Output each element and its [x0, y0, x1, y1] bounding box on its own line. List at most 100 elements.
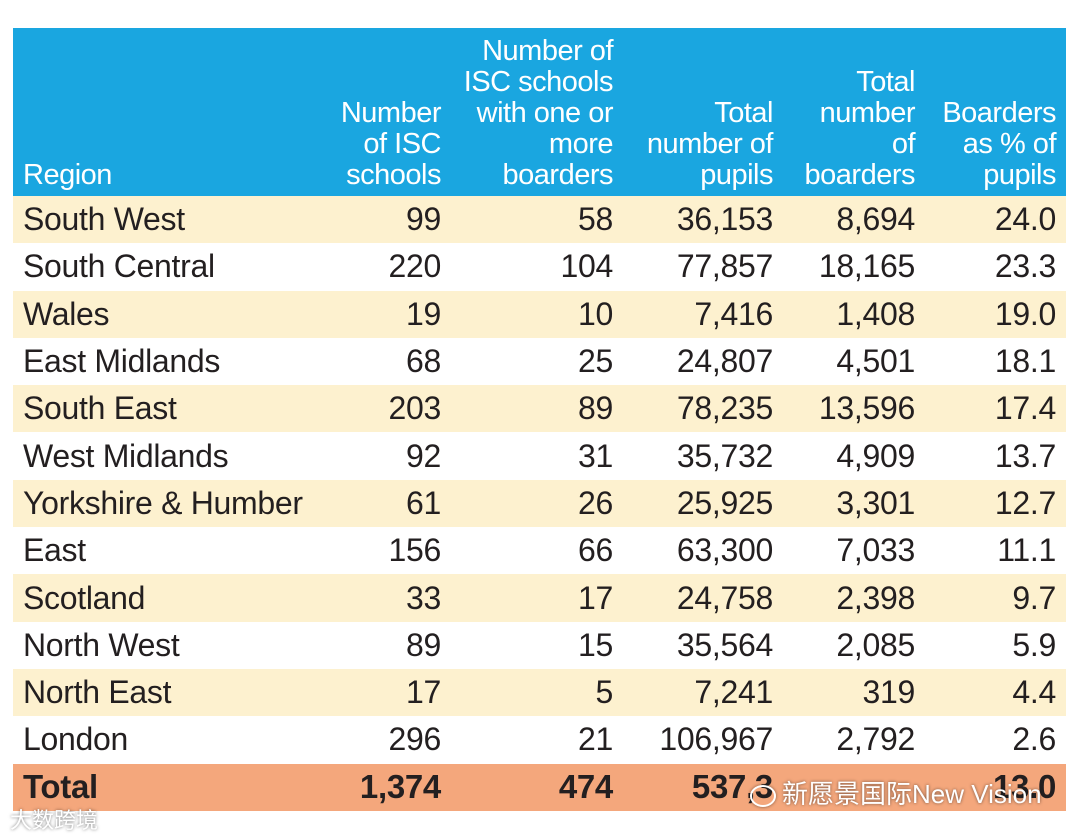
cell-total-boarders: 7,033 — [836, 532, 915, 569]
cell-isc-schools: 92 — [406, 437, 441, 474]
cell-isc-schools: 19 — [313, 290, 451, 338]
header-isc-schools: Number of ISC schools — [313, 28, 451, 196]
cell-total-pupils: 7,241 — [623, 668, 783, 717]
header-total-boarders: Total number of boarders — [783, 28, 925, 196]
cell-total-pupils: 36,153 — [623, 196, 783, 244]
table-header-row: Region Number of ISC schools Number of I… — [13, 28, 1066, 196]
cell-schools-with-boarders: 25 — [578, 343, 613, 380]
cell-schools-with-boarders: 17 — [451, 574, 623, 622]
cell-total-boarders: 13,596 — [783, 385, 925, 433]
cell-total-pupils: 78,235 — [623, 385, 783, 433]
total-isc-schools: 1,374 — [313, 763, 451, 811]
cell-region: Yorkshire & Humber — [13, 479, 313, 528]
cell-region: North West — [23, 626, 180, 663]
isc-regions-table: Region Number of ISC schools Number of I… — [13, 28, 1066, 811]
watermark-new-vision-text: 新愿景国际New Vision — [782, 779, 1042, 809]
cell-boarders-percent: 17.4 — [925, 385, 1066, 433]
cell-total-pupils: 77,857 — [676, 248, 773, 285]
cell-boarders-percent: 18.1 — [994, 343, 1056, 380]
cell-isc-schools: 156 — [388, 532, 442, 569]
cell-isc-schools: 99 — [313, 196, 451, 244]
cell-total-boarders: 4,501 — [836, 343, 915, 380]
cell-total-boarders: 18,165 — [818, 248, 915, 285]
cell-isc-schools: 220 — [388, 248, 442, 285]
cell-total-pupils: 35,732 — [676, 437, 773, 474]
cell-isc-schools: 89 — [406, 626, 441, 663]
table-row: South East 203 89 78,235 13,596 17.4 — [13, 385, 1066, 433]
cell-region: North East — [13, 668, 313, 717]
cell-schools-with-boarders: 5 — [451, 668, 623, 717]
cell-schools-with-boarders: 58 — [451, 196, 623, 244]
cell-schools-with-boarders: 66 — [578, 532, 613, 569]
cell-region: Wales — [13, 290, 313, 338]
cell-boarders-percent: 24.0 — [925, 196, 1066, 244]
cell-region: London — [23, 721, 128, 758]
cell-total-pupils: 106,967 — [659, 721, 773, 758]
table-row: Wales 19 10 7,416 1,408 19.0 — [13, 290, 1066, 338]
cell-schools-with-boarders: 89 — [451, 385, 623, 433]
cell-total-boarders: 8,694 — [783, 196, 925, 244]
cell-boarders-percent: 9.7 — [925, 574, 1066, 622]
cell-schools-with-boarders: 26 — [451, 479, 623, 528]
total-label: Total — [13, 763, 313, 811]
table-row: South Central 220 104 77,857 18,165 23.3 — [13, 243, 1066, 290]
cell-region: East Midlands — [23, 343, 221, 380]
cell-schools-with-boarders: 10 — [451, 290, 623, 338]
cell-region: Scotland — [13, 574, 313, 622]
header-schools-with-boarders: Number of ISC schools with one or more b… — [451, 28, 623, 196]
cell-total-pupils: 7,416 — [623, 290, 783, 338]
total-schools-with-boarders: 474 — [451, 763, 623, 811]
cell-total-boarders: 2,085 — [836, 626, 915, 663]
cell-total-pupils: 25,925 — [623, 479, 783, 528]
table-row: East 156 66 63,300 7,033 11.1 — [13, 527, 1066, 574]
cell-schools-with-boarders: 31 — [578, 437, 613, 474]
table-row: North West 89 15 35,564 2,085 5.9 — [13, 622, 1066, 669]
cell-boarders-percent: 13.7 — [994, 437, 1056, 474]
cell-isc-schools: 296 — [388, 721, 442, 758]
cell-region: West Midlands — [23, 437, 229, 474]
watermark-dashu-text: 大数跨境 — [10, 808, 99, 833]
cell-boarders-percent: 11.1 — [997, 532, 1056, 569]
cell-region: South Central — [23, 248, 215, 285]
header-region: Region — [13, 28, 313, 196]
total-boarders-percent: 13.0 — [925, 763, 1066, 811]
cell-region: South East — [13, 385, 313, 433]
cell-total-pupils: 24,807 — [676, 343, 773, 380]
cell-isc-schools: 61 — [313, 479, 451, 528]
cell-isc-schools: 17 — [313, 668, 451, 717]
total-boarders — [783, 763, 925, 811]
cell-total-boarders: 1,408 — [783, 290, 925, 338]
table-row: London 296 21 106,967 2,792 2.6 — [13, 716, 1066, 763]
cell-total-pupils: 35,564 — [676, 626, 773, 663]
cell-schools-with-boarders: 21 — [578, 721, 613, 758]
header-total-pupils: Total number of pupils — [623, 28, 783, 196]
table-row: Scotland 33 17 24,758 2,398 9.7 — [13, 574, 1066, 622]
cell-region: East — [23, 532, 86, 569]
cell-total-boarders: 3,301 — [783, 479, 925, 528]
cell-schools-with-boarders: 104 — [560, 248, 614, 285]
cell-total-pupils: 24,758 — [623, 574, 783, 622]
cell-boarders-percent: 19.0 — [925, 290, 1066, 338]
cell-boarders-percent: 2.6 — [1012, 721, 1056, 758]
wechat-icon — [750, 785, 776, 808]
cell-total-boarders: 4,909 — [836, 437, 915, 474]
cell-total-boarders: 2,398 — [783, 574, 925, 622]
watermark-new-vision: 新愿景国际New Vision — [750, 774, 1042, 811]
cell-boarders-percent: 12.7 — [925, 479, 1066, 528]
total-row: Total 1,374 474 537,3 13.0 — [13, 763, 1066, 811]
cell-isc-schools: 33 — [313, 574, 451, 622]
cell-boarders-percent: 4.4 — [925, 668, 1066, 717]
table-row: South West 99 58 36,153 8,694 24.0 — [13, 196, 1066, 244]
cell-isc-schools: 68 — [406, 343, 441, 380]
table-row: West Midlands 92 31 35,732 4,909 13.7 — [13, 432, 1066, 479]
cell-total-boarders: 319 — [783, 668, 925, 717]
cell-isc-schools: 203 — [313, 385, 451, 433]
table-row: East Midlands 68 25 24,807 4,501 18.1 — [13, 338, 1066, 385]
table-body: South West 99 58 36,153 8,694 24.0 South… — [13, 196, 1066, 811]
cell-schools-with-boarders: 15 — [578, 626, 613, 663]
table-row: Yorkshire & Humber 61 26 25,925 3,301 12… — [13, 479, 1066, 528]
cell-total-pupils: 63,300 — [676, 532, 773, 569]
watermark-dashu: 大数跨境 — [10, 803, 98, 835]
cell-boarders-percent: 23.3 — [994, 248, 1056, 285]
cell-boarders-percent: 5.9 — [1012, 626, 1056, 663]
